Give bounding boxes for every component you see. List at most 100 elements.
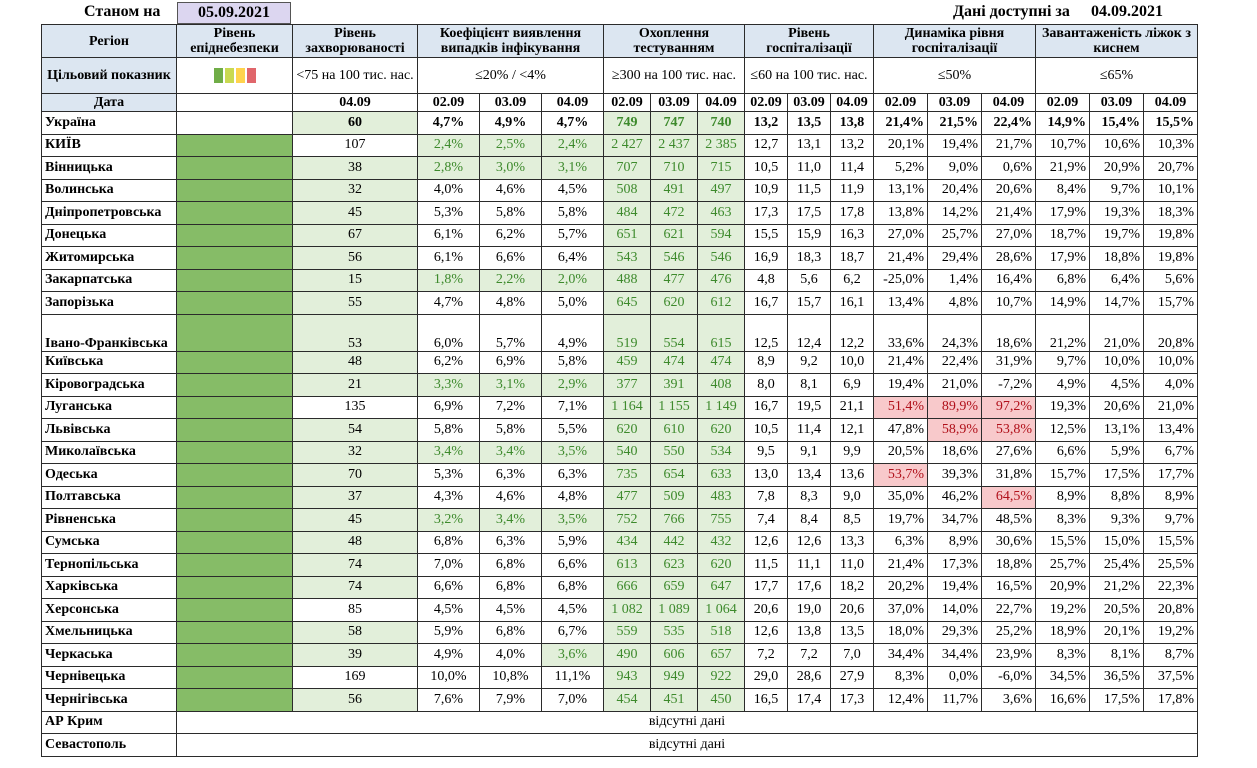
oxygen-cell: 4,9%: [1035, 373, 1090, 397]
col-hosp-dynamics-header: Динаміка рівня госпіталізації: [873, 24, 1036, 58]
detection-cell: 10,0%: [417, 665, 480, 689]
hosp-dynamics-cell: 12,4%: [873, 688, 928, 712]
testing-cell: 2 427: [603, 133, 651, 157]
region-row: Полтавська 37 4,3% 4,6% 4,8% 477 509 483 7,8 8,3 9…: [41, 485, 1198, 509]
hosp-dynamics-cell: 20,1%: [873, 133, 928, 157]
hosp-dynamics-cell: 0,6%: [981, 156, 1036, 180]
hosp-dynamics-cell: 30,6%: [981, 530, 1036, 554]
detection-cell: 7,0%: [541, 688, 604, 712]
hospitalization-cell: 9,9: [830, 440, 874, 464]
testing-cell: 594: [697, 223, 745, 247]
region-row: Миколаївська 32 3,4% 3,4% 3,5% 540 550 534 9,5 9,…: [41, 440, 1198, 464]
oxygen-cell: 5,9%: [1089, 440, 1144, 464]
testing-cell: 922: [697, 665, 745, 689]
incidence-cell: 56: [292, 688, 418, 712]
hosp-dynamics-cell: 29,3%: [927, 620, 982, 644]
detection-cell: 5,5%: [541, 418, 604, 442]
hospitalization-cell: 19,0: [787, 598, 831, 622]
testing-cell: 474: [697, 350, 745, 374]
region-row: Луганська 135 6,9% 7,2% 7,1% 1 164 1 155 1 149 1…: [41, 395, 1198, 419]
oxygen-cell: 8,9%: [1143, 485, 1198, 509]
detection-cell: 4,3%: [417, 485, 480, 509]
testing-cell: 454: [603, 688, 651, 712]
hosp-dynamics-cell: 97,2%: [981, 395, 1036, 419]
epidemic-level-cell: [176, 268, 293, 292]
testing-cell: 1 164: [603, 395, 651, 419]
hospitalization-cell: 13,0: [744, 463, 788, 487]
hospitalization-cell: 13,1: [787, 133, 831, 157]
detection-cell: 3,5%: [541, 440, 604, 464]
col-region-header: Регіон: [41, 24, 177, 58]
oxygen-cell: 18,7%: [1035, 223, 1090, 247]
detection-cell: 3,4%: [479, 440, 542, 464]
region-name: Україна: [41, 111, 177, 135]
testing-cell: 615: [697, 313, 745, 352]
region-name: Луганська: [41, 395, 177, 419]
col-detection-header: Коефіцієнт виявлення випадків інфікуванн…: [417, 24, 604, 58]
level-swatch-2: [224, 68, 234, 84]
hospitalization-cell: 13,4: [787, 463, 831, 487]
oxygen-cell: 25,5%: [1143, 553, 1198, 577]
hosp-dynamics-cell: 27,0%: [873, 223, 928, 247]
target-testing: ≥300 на 100 тис. нас.: [603, 57, 745, 94]
hosp-dynamics-cell: 47,8%: [873, 418, 928, 442]
target-detection: ≤20% / <4%: [417, 57, 604, 94]
incidence-cell: 32: [292, 440, 418, 464]
testing-cell: 476: [697, 268, 745, 292]
testing-cell: 645: [603, 291, 651, 315]
hosp-dynamics-cell: 22,7%: [981, 598, 1036, 622]
oxygen-cell: 37,5%: [1143, 665, 1198, 689]
hosp-dynamics-cell: 6,3%: [873, 530, 928, 554]
oxygen-cell: 18,3%: [1143, 201, 1198, 225]
detection-cell: 4,9%: [417, 643, 480, 667]
hosp-dynamics-cell: 23,9%: [981, 643, 1036, 667]
testing-cell: 408: [697, 373, 745, 397]
hospitalization-cell: 29,0: [744, 665, 788, 689]
hosp-dynamics-cell: 24,3%: [927, 313, 982, 352]
missing-data-row: Севастополь відсутні дані: [41, 733, 1198, 757]
hospitalization-cell: 10,9: [744, 178, 788, 202]
epidemic-level-cell: [176, 530, 293, 554]
oxygen-cell: 8,1%: [1089, 643, 1144, 667]
hospitalization-cell: 9,1: [787, 440, 831, 464]
hospitalization-cell: 8,1: [787, 373, 831, 397]
testing-cell: 766: [650, 508, 698, 532]
oxygen-cell: 15,4%: [1089, 111, 1144, 135]
detection-cell: 6,4%: [541, 246, 604, 270]
oxygen-cell: 15,5%: [1143, 530, 1198, 554]
hospitalization-cell: 10,5: [744, 156, 788, 180]
oxygen-cell: 9,7%: [1089, 178, 1144, 202]
date-hosp-dynamics-3: 04.09: [981, 93, 1036, 112]
incidence-cell: 45: [292, 201, 418, 225]
testing-cell: 432: [697, 530, 745, 554]
date-hospitalization-2: 03.09: [787, 93, 831, 112]
detection-cell: 4,7%: [417, 111, 480, 135]
hospitalization-cell: 10,5: [744, 418, 788, 442]
detection-cell: 3,4%: [417, 440, 480, 464]
testing-cell: 1 082: [603, 598, 651, 622]
hosp-dynamics-cell: 18,6%: [927, 440, 982, 464]
oxygen-cell: 10,6%: [1089, 133, 1144, 157]
hospitalization-cell: 17,3: [830, 688, 874, 712]
detection-cell: 7,6%: [417, 688, 480, 712]
testing-cell: 647: [697, 575, 745, 599]
detection-cell: 7,1%: [541, 395, 604, 419]
detection-cell: 2,8%: [417, 156, 480, 180]
oxygen-cell: 34,5%: [1035, 665, 1090, 689]
hospitalization-cell: 11,5: [744, 553, 788, 577]
hospitalization-cell: 20,6: [744, 598, 788, 622]
hosp-dynamics-cell: 20,4%: [927, 178, 982, 202]
region-name: Вінницька: [41, 156, 177, 180]
region-row: Київська 48 6,2% 6,9% 5,8% 459 474 474 8,9 9,2 10,…: [41, 350, 1198, 374]
hosp-dynamics-cell: -25,0%: [873, 268, 928, 292]
hosp-dynamics-cell: 13,1%: [873, 178, 928, 202]
testing-cell: 651: [603, 223, 651, 247]
detection-cell: 5,9%: [541, 530, 604, 554]
hospitalization-cell: 11,5: [787, 178, 831, 202]
region-name: Кіровоградська: [41, 373, 177, 397]
detection-cell: 4,5%: [417, 598, 480, 622]
testing-cell: 620: [650, 291, 698, 315]
epidemic-level-cell: [176, 553, 293, 577]
oxygen-cell: 21,0%: [1089, 313, 1144, 352]
